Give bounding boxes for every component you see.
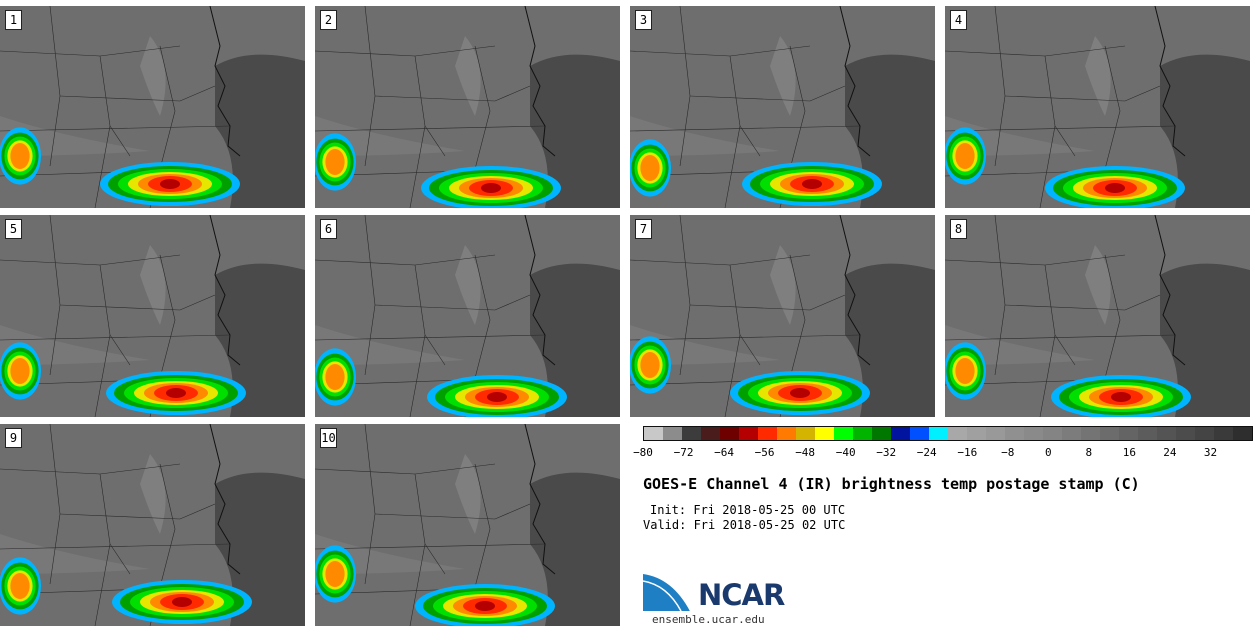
satellite-map bbox=[315, 215, 620, 417]
colorbar-segment bbox=[682, 427, 701, 440]
satellite-map bbox=[945, 6, 1250, 208]
colorbar-segment bbox=[1214, 427, 1233, 440]
panel-number: 9 bbox=[5, 428, 22, 448]
colorbar-segment bbox=[1195, 427, 1214, 440]
map-panel-10: 10 bbox=[315, 424, 620, 626]
logo-text: NCAR bbox=[698, 578, 785, 612]
colorbar-segment bbox=[1138, 427, 1157, 440]
tick-label: 24 bbox=[1163, 446, 1177, 459]
map-panel-3: 3 bbox=[630, 6, 935, 208]
colorbar-segment bbox=[739, 427, 758, 440]
satellite-map bbox=[315, 6, 620, 208]
colorbar-segment bbox=[1005, 427, 1024, 440]
colorbar-segment bbox=[701, 427, 720, 440]
map-panel-8: 8 bbox=[945, 215, 1250, 417]
satellite-map bbox=[630, 6, 935, 208]
tick-label: −72 bbox=[673, 446, 694, 459]
tick-label: −64 bbox=[714, 446, 734, 459]
colorbar-segment bbox=[663, 427, 682, 440]
colorbar-segment bbox=[891, 427, 910, 440]
site-url: ensemble.ucar.edu bbox=[652, 613, 765, 626]
satellite-map bbox=[0, 424, 305, 626]
colorbar-segment bbox=[758, 427, 777, 440]
tick-label: −8 bbox=[1001, 446, 1015, 459]
colorbar-segment bbox=[986, 427, 1005, 440]
panel-number: 2 bbox=[320, 10, 337, 30]
tick-label: 8 bbox=[1085, 446, 1093, 459]
tick-label: −48 bbox=[795, 446, 816, 459]
panel-number: 6 bbox=[320, 219, 337, 239]
panel-number: 3 bbox=[635, 10, 652, 30]
satellite-map bbox=[0, 6, 305, 208]
colorbar-segment bbox=[1062, 427, 1081, 440]
tick-label: −40 bbox=[835, 446, 856, 459]
map-panel-4: 4 bbox=[945, 6, 1250, 208]
tick-label: 0 bbox=[1045, 446, 1052, 459]
tick-label: −80 bbox=[633, 446, 653, 459]
tick-label: 16 bbox=[1122, 446, 1137, 459]
panel-number: 1 bbox=[5, 10, 22, 30]
panel-number: 5 bbox=[5, 219, 22, 239]
valid-time: Valid: Fri 2018-05-25 02 UTC bbox=[643, 518, 846, 532]
colorbar-segment bbox=[644, 427, 663, 440]
colorbar-segment bbox=[1176, 427, 1195, 440]
colorbar-segment bbox=[834, 427, 853, 440]
colorbar-segment bbox=[720, 427, 739, 440]
ncar-logo-icon bbox=[643, 572, 692, 612]
colorbar-segment bbox=[967, 427, 986, 440]
colorbar-segment bbox=[1081, 427, 1100, 440]
panel-number: 4 bbox=[950, 10, 967, 30]
colorbar-segment bbox=[1119, 427, 1138, 440]
tick-label: −16 bbox=[957, 446, 978, 459]
panel-number: 7 bbox=[635, 219, 652, 239]
map-panel-6: 6 bbox=[315, 215, 620, 417]
tick-label: −24 bbox=[916, 446, 937, 459]
map-panel-1: 1 bbox=[0, 6, 305, 208]
tick-label: 32 bbox=[1203, 446, 1218, 459]
map-panel-2: 2 bbox=[315, 6, 620, 208]
satellite-map bbox=[945, 215, 1250, 417]
colorbar-segment bbox=[777, 427, 796, 440]
colorbar-segment bbox=[796, 427, 815, 440]
satellite-map bbox=[0, 215, 305, 417]
panel-number: 10 bbox=[320, 428, 337, 448]
colorbar-segment bbox=[1043, 427, 1062, 440]
colorbar-ticks: −80 −72 −64 −56 −48 −40 −32 −24 −16 −8 0… bbox=[633, 446, 1247, 460]
figure-title: GOES-E Channel 4 (IR) brightness temp po… bbox=[643, 475, 1140, 493]
colorbar-segment bbox=[815, 427, 834, 440]
tick-label: −32 bbox=[876, 446, 897, 459]
satellite-map bbox=[630, 215, 935, 417]
colorbar-segment bbox=[1157, 427, 1176, 440]
colorbar-segment bbox=[1024, 427, 1043, 440]
tick-label: −56 bbox=[754, 446, 775, 459]
colorbar-segment bbox=[1233, 427, 1252, 440]
colorbar-segment bbox=[910, 427, 929, 440]
colorbar-segment bbox=[929, 427, 948, 440]
map-panel-7: 7 bbox=[630, 215, 935, 417]
panel-number: 8 bbox=[950, 219, 967, 239]
colorbar bbox=[643, 426, 1253, 441]
colorbar-segment bbox=[948, 427, 967, 440]
colorbar-segment bbox=[1100, 427, 1119, 440]
colorbar-segment bbox=[872, 427, 891, 440]
map-panel-9: 9 bbox=[0, 424, 305, 626]
init-time: Init: Fri 2018-05-25 00 UTC bbox=[650, 503, 846, 517]
satellite-map bbox=[315, 424, 620, 626]
colorbar-segment bbox=[853, 427, 872, 440]
map-panel-5: 5 bbox=[0, 215, 305, 417]
